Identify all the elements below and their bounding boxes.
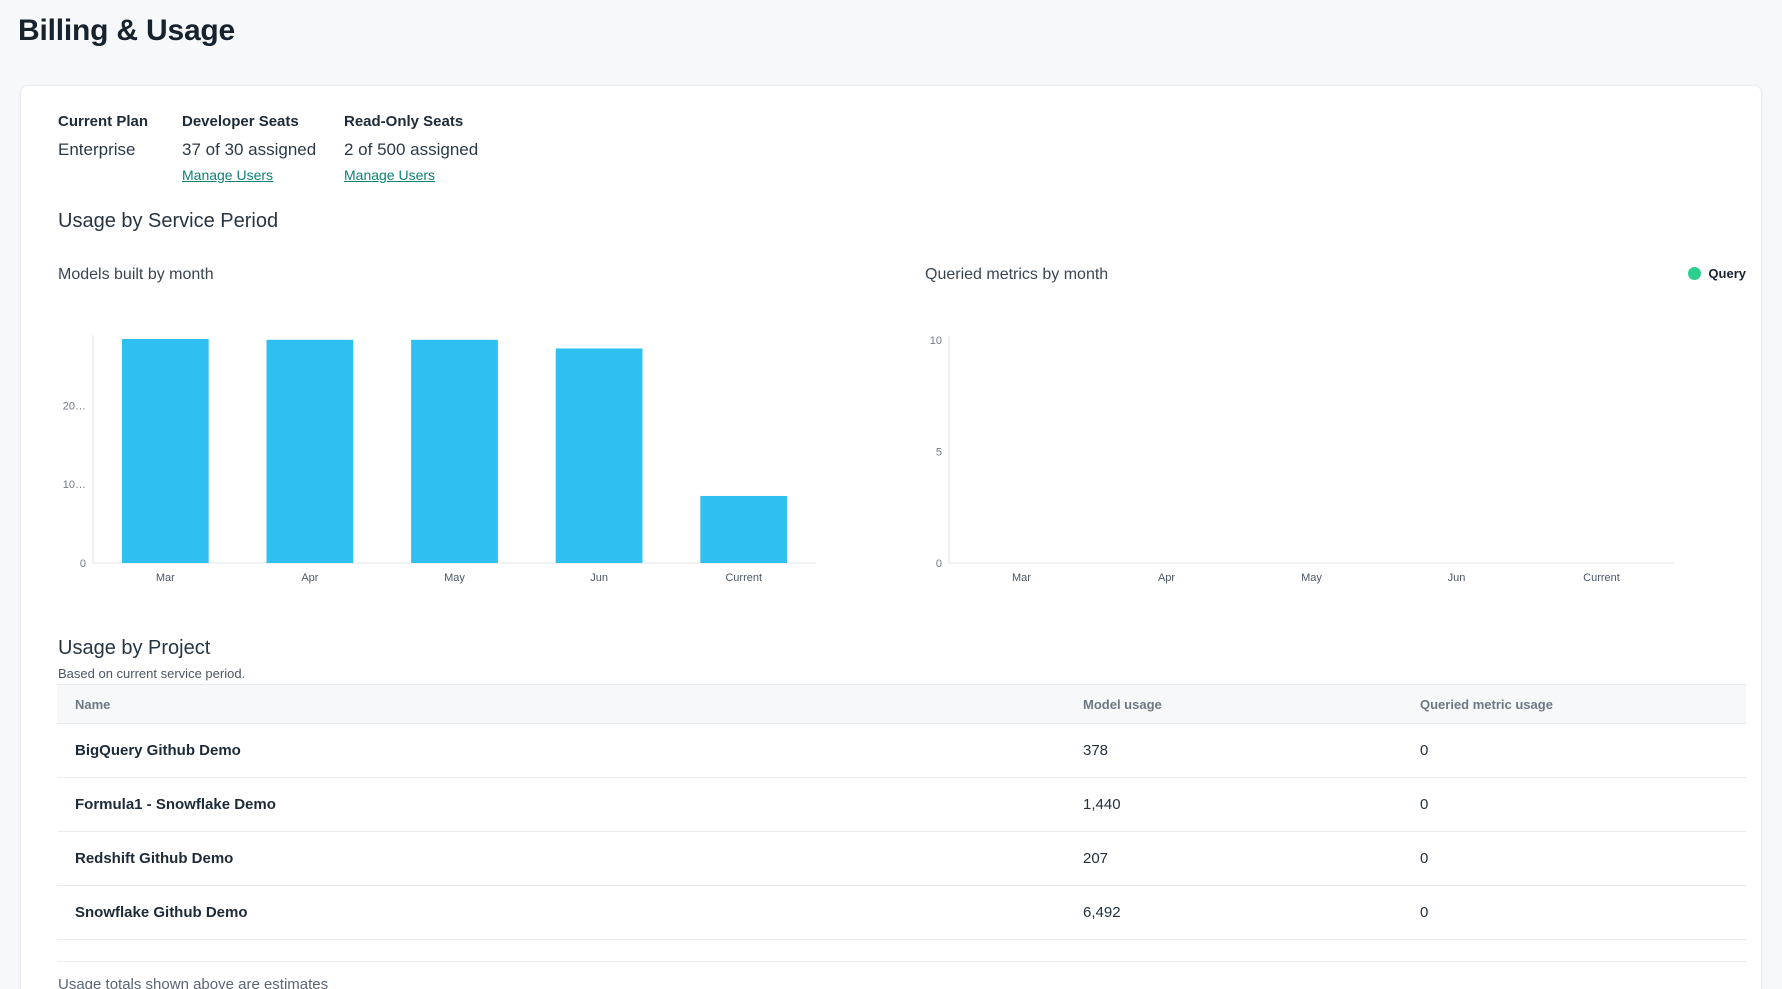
project-name-cell: Snowflake Github Demo bbox=[75, 904, 248, 921]
project-name-cell: BigQuery Github Demo bbox=[75, 742, 241, 759]
developer-seats-column: Developer Seats 37 of 30 assigned Manage… bbox=[182, 113, 316, 185]
current-plan-label: Current Plan bbox=[58, 113, 149, 130]
queried-metric-usage-cell: 0 bbox=[1420, 850, 1429, 867]
models-built-chart-title: Models built by month bbox=[58, 266, 214, 283]
bar-mar bbox=[121, 339, 209, 563]
models-built-chart: 0 10… 20… Mar Apr May Jun Current bbox=[63, 335, 816, 584]
svg-text:May: May bbox=[1301, 572, 1322, 584]
table-header-row: Name Model usage Queried metric usage bbox=[57, 684, 1746, 724]
bar-current bbox=[700, 495, 788, 563]
developer-seats-label: Developer Seats bbox=[182, 113, 299, 130]
svg-text:10: 10 bbox=[930, 335, 942, 347]
svg-text:Apr: Apr bbox=[301, 572, 318, 584]
project-name-cell: Formula1 - Snowflake Demo bbox=[75, 796, 276, 813]
usage-by-project-table: Name Model usage Queried metric usage Bi… bbox=[57, 684, 1746, 962]
svg-text:Mar: Mar bbox=[156, 572, 175, 584]
column-header-model-usage: Model usage bbox=[1083, 697, 1162, 712]
usage-by-project-heading: Usage by Project bbox=[58, 637, 211, 659]
svg-text:Current: Current bbox=[725, 572, 762, 584]
svg-text:Current: Current bbox=[1583, 572, 1620, 584]
bar-jun bbox=[555, 348, 643, 563]
queried-metric-usage-cell: 0 bbox=[1420, 742, 1429, 759]
svg-text:5: 5 bbox=[936, 447, 942, 459]
svg-text:Mar: Mar bbox=[1012, 572, 1031, 584]
manage-users-link-developer[interactable]: Manage Users bbox=[182, 167, 274, 183]
svg-text:0: 0 bbox=[80, 558, 86, 570]
manage-users-link-readonly[interactable]: Manage Users bbox=[344, 167, 436, 183]
table-row: Snowflake Github Demo 6,492 0 bbox=[57, 886, 1746, 940]
project-name-cell: Redshift Github Demo bbox=[75, 850, 234, 867]
queried-metric-usage-cell: 0 bbox=[1420, 904, 1429, 921]
svg-text:May: May bbox=[444, 572, 465, 584]
developer-seats-value: 37 of 30 assigned bbox=[182, 140, 317, 159]
current-plan-column: Current Plan Enterprise bbox=[58, 113, 148, 160]
svg-text:10…: 10… bbox=[63, 479, 86, 491]
model-usage-cell: 207 bbox=[1083, 850, 1109, 867]
table-row: Formula1 - Snowflake Demo 1,440 0 bbox=[57, 778, 1746, 832]
column-header-queried-metric-usage: Queried metric usage bbox=[1420, 697, 1553, 712]
query-legend-dot-icon bbox=[1688, 267, 1702, 280]
usage-footnote: Usage totals shown above are estimates bbox=[58, 976, 329, 989]
table-row: BigQuery Github Demo 378 0 bbox=[57, 724, 1746, 778]
queried-metrics-chart-title: Queried metrics by month bbox=[925, 266, 1109, 283]
page-title: Billing & Usage bbox=[18, 14, 236, 47]
bar-apr bbox=[266, 339, 354, 563]
svg-text:Jun: Jun bbox=[590, 572, 608, 584]
table-body: BigQuery Github Demo 378 0 Formula1 - Snowf… bbox=[57, 724, 1746, 940]
svg-text:20…: 20… bbox=[63, 400, 86, 412]
svg-text:Apr: Apr bbox=[1158, 572, 1175, 584]
usage-by-project-subtitle: Based on current service period. bbox=[58, 666, 246, 681]
readonly-seats-value: 2 of 500 assigned bbox=[344, 140, 479, 159]
column-header-name: Name bbox=[75, 697, 111, 712]
svg-text:0: 0 bbox=[936, 558, 942, 570]
model-usage-cell: 378 bbox=[1083, 742, 1109, 759]
readonly-seats-column: Read-Only Seats 2 of 500 assigned Manage… bbox=[344, 113, 478, 185]
queried-metric-usage-cell: 0 bbox=[1420, 796, 1429, 813]
bar-may bbox=[411, 339, 498, 563]
current-plan-value: Enterprise bbox=[58, 140, 136, 159]
usage-by-service-period-heading: Usage by Service Period bbox=[58, 210, 279, 232]
table-row: Redshift Github Demo 207 0 bbox=[57, 832, 1746, 886]
model-usage-cell: 1,440 bbox=[1083, 796, 1121, 813]
readonly-seats-label: Read-Only Seats bbox=[344, 113, 464, 130]
query-legend: Query bbox=[1688, 266, 1746, 281]
queried-metrics-chart: 0 5 10 Mar Apr May Jun Current bbox=[930, 335, 1674, 584]
model-usage-cell: 6,492 bbox=[1083, 904, 1121, 921]
svg-text:Jun: Jun bbox=[1448, 572, 1466, 584]
query-legend-label: Query bbox=[1708, 266, 1746, 281]
table-empty-row bbox=[57, 940, 1746, 962]
